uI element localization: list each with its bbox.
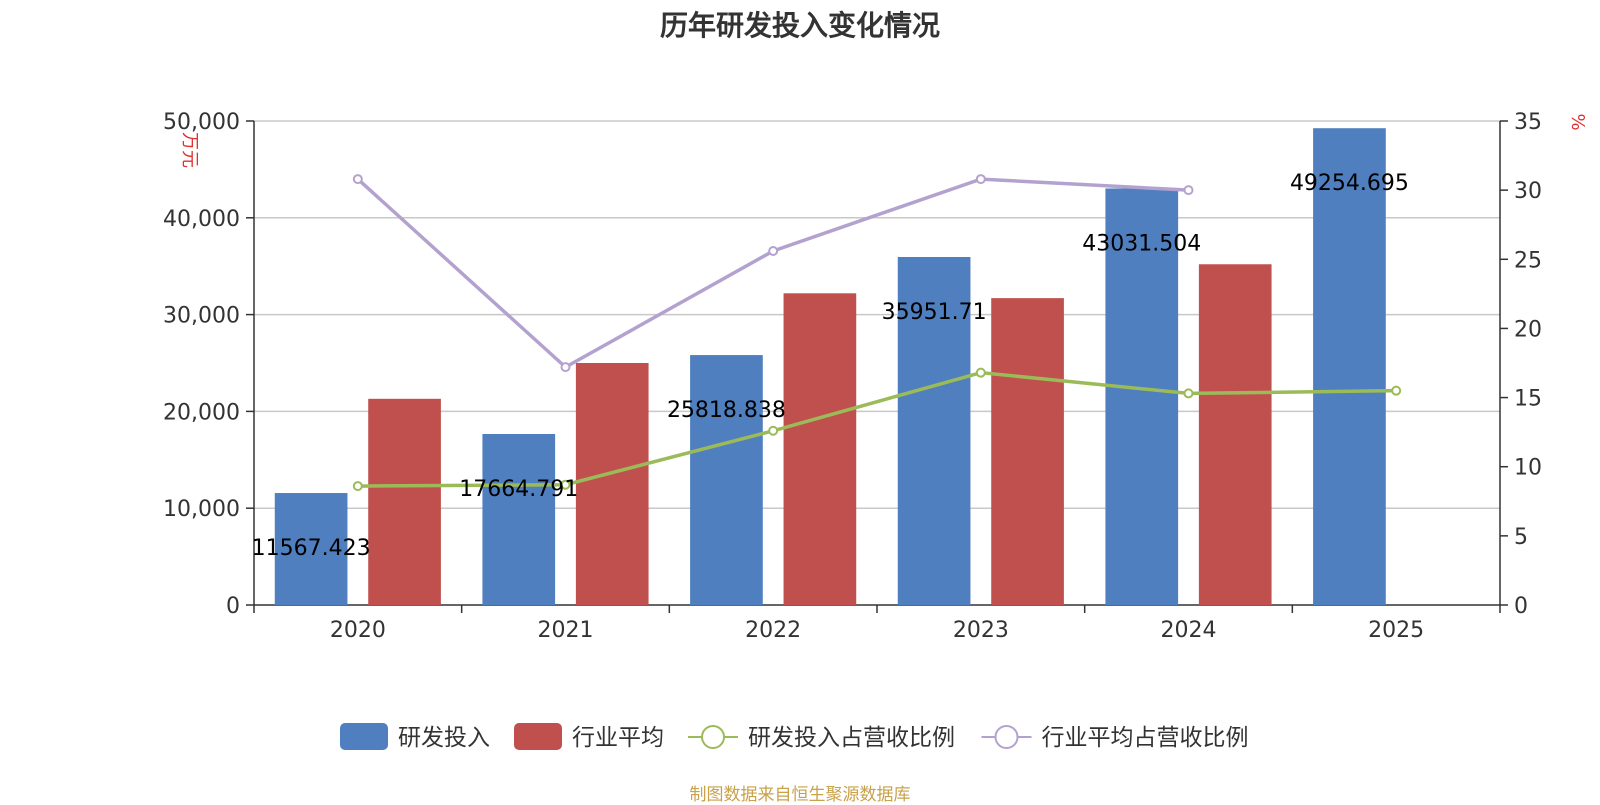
left-tick-label: 10,000	[163, 497, 240, 522]
line-rd-ratio	[357, 370, 1397, 488]
right-tick-label: 5	[1514, 525, 1528, 550]
line-point	[975, 174, 986, 185]
right-tick-label: 10	[1514, 456, 1542, 481]
bar-rd-investment	[690, 355, 763, 605]
x-tick-label: 2025	[1368, 618, 1424, 643]
right-tick-label: 0	[1514, 594, 1528, 619]
chart-title: 历年研发投入变化情况	[659, 9, 940, 42]
line-point	[560, 479, 571, 490]
legend-label: 研发投入占营收比例	[748, 725, 955, 751]
left-tick-label: 50,000	[163, 110, 240, 135]
line-point	[1183, 388, 1194, 399]
source-note: 制图数据来自恒生聚源数据库	[689, 785, 911, 805]
line-point	[768, 425, 779, 436]
left-tick-label: 20,000	[163, 400, 240, 425]
legend-swatch-marker	[994, 725, 1019, 749]
legend-swatch-marker	[701, 725, 725, 749]
x-tick-label: 2024	[1161, 618, 1217, 643]
bar-industry-average	[1198, 264, 1272, 605]
chart-svg: 010,00020,00030,00040,00050,000051015202…	[163, 110, 1588, 751]
bar-rd-investment	[1105, 188, 1179, 605]
line-point	[1183, 185, 1194, 196]
x-tick-label: 2022	[745, 618, 801, 643]
legend-label: 研发投入	[398, 725, 490, 751]
legend-swatch-bar	[340, 723, 388, 750]
legend-swatch-bar	[514, 723, 562, 750]
line-point	[975, 367, 986, 378]
line-point	[352, 174, 363, 185]
right-tick-label: 25	[1514, 248, 1542, 273]
x-tick-label: 2021	[538, 618, 594, 643]
bar-rd-investment	[482, 434, 556, 605]
bar-rd-investment	[897, 256, 971, 605]
right-tick-label: 35	[1514, 110, 1542, 135]
bar-industry-average	[575, 363, 649, 605]
legend-label: 行业平均	[572, 725, 664, 751]
bar-rd-investment	[1313, 128, 1386, 606]
right-tick-label: 20	[1514, 317, 1542, 342]
left-tick-label: 0	[226, 594, 240, 619]
right-tick-label: 15	[1514, 387, 1542, 412]
bar-industry-average	[991, 298, 1064, 605]
x-tick-label: 2020	[330, 618, 386, 643]
bar-rd-investment	[274, 493, 348, 605]
line-point	[768, 245, 779, 256]
left-tick-label: 40,000	[163, 207, 240, 232]
bar-industry-average	[783, 293, 857, 605]
bar-data-label: 35951.71	[882, 300, 987, 325]
x-tick-label: 2023	[953, 618, 1009, 643]
bar-data-label: 11567.423	[252, 536, 371, 561]
line-point	[352, 481, 363, 492]
right-axis-unit: %	[1567, 113, 1588, 130]
bar-industry-average	[368, 398, 441, 605]
bar-data-label: 49254.695	[1290, 171, 1409, 196]
line-point	[1391, 385, 1402, 396]
right-tick-label: 30	[1514, 179, 1542, 204]
left-tick-label: 30,000	[163, 304, 240, 329]
line-point	[560, 362, 571, 373]
bar-data-label: 43031.504	[1082, 231, 1201, 256]
bar-data-label: 25818.838	[667, 398, 786, 423]
bar-data-label: 17664.791	[459, 477, 578, 502]
legend-label: 行业平均占营收比例	[1042, 725, 1249, 751]
left-axis-unit: 万元	[179, 132, 200, 168]
